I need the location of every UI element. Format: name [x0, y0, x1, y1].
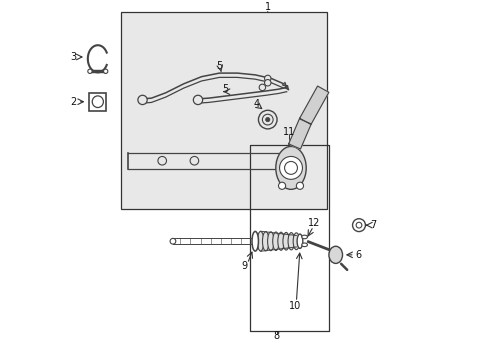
Ellipse shape [301, 235, 307, 239]
Ellipse shape [287, 233, 294, 250]
Text: 2: 2 [70, 97, 77, 107]
Circle shape [264, 80, 270, 86]
Circle shape [355, 222, 361, 228]
Circle shape [284, 161, 297, 174]
Circle shape [170, 238, 176, 244]
Circle shape [265, 117, 269, 122]
Circle shape [103, 69, 108, 73]
Circle shape [258, 110, 277, 129]
Text: 6: 6 [355, 250, 361, 260]
Circle shape [278, 182, 285, 189]
Ellipse shape [328, 246, 342, 264]
Text: 1: 1 [264, 2, 270, 12]
Text: 9: 9 [241, 261, 247, 271]
Circle shape [352, 219, 365, 231]
Ellipse shape [277, 232, 284, 250]
Ellipse shape [262, 231, 268, 251]
Bar [249, 145, 328, 331]
Circle shape [88, 69, 92, 73]
Ellipse shape [297, 234, 302, 248]
Bar [89, 93, 106, 111]
Circle shape [279, 157, 302, 179]
Polygon shape [299, 86, 328, 125]
Circle shape [259, 84, 265, 91]
Circle shape [138, 95, 147, 104]
Circle shape [193, 95, 202, 104]
Ellipse shape [275, 147, 305, 189]
Ellipse shape [293, 233, 299, 249]
Ellipse shape [272, 232, 279, 251]
Text: 5: 5 [216, 61, 222, 71]
Ellipse shape [283, 233, 289, 250]
Text: 5: 5 [221, 84, 227, 94]
Text: 8: 8 [273, 331, 279, 341]
Text: 7: 7 [369, 220, 375, 230]
Ellipse shape [267, 232, 273, 251]
Text: 4: 4 [253, 99, 260, 108]
Circle shape [158, 157, 166, 165]
Ellipse shape [301, 243, 307, 247]
Ellipse shape [257, 231, 264, 251]
Bar [121, 12, 326, 209]
Text: 10: 10 [288, 301, 300, 311]
Text: 11: 11 [283, 127, 295, 137]
Ellipse shape [92, 96, 103, 108]
Circle shape [296, 182, 303, 189]
Polygon shape [288, 119, 310, 149]
Circle shape [262, 114, 273, 125]
Text: 12: 12 [307, 219, 320, 228]
Circle shape [190, 157, 198, 165]
Circle shape [264, 75, 270, 82]
Text: 3: 3 [70, 52, 77, 62]
Ellipse shape [251, 231, 258, 251]
